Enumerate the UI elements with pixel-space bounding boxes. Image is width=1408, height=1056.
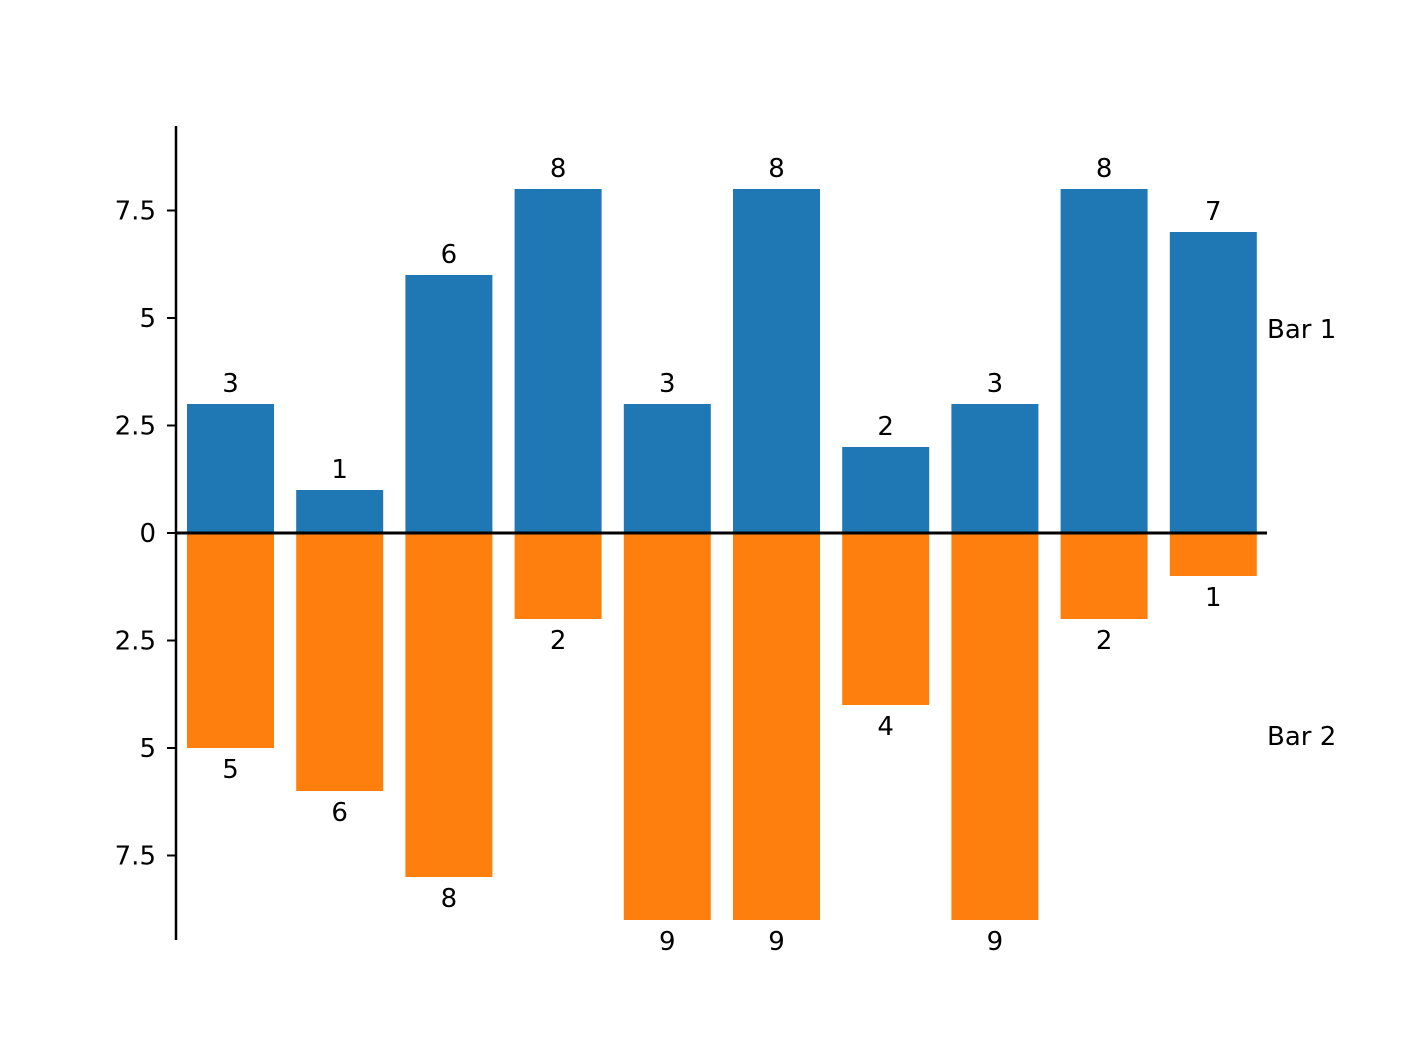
value-label-series2-6: 9: [768, 927, 785, 957]
series-label-1: Bar 1: [1267, 315, 1336, 345]
value-label-series1-9: 8: [1096, 154, 1113, 184]
bar-series1-7: [842, 447, 930, 533]
value-label-series2-1: 5: [222, 755, 239, 785]
value-label-series1-10: 7: [1205, 197, 1222, 227]
bar-series1-3: [405, 275, 493, 533]
bar-series2-8: [951, 533, 1039, 920]
value-label-series1-1: 3: [222, 369, 239, 399]
value-label-series2-10: 1: [1205, 583, 1222, 613]
value-label-series1-4: 8: [550, 154, 567, 184]
y-tick-label: 7.5: [115, 842, 156, 872]
value-label-series2-8: 9: [987, 927, 1004, 957]
bars-group: [187, 189, 1257, 920]
y-tick-label: 2.5: [115, 412, 156, 442]
y-tick-label: 0: [139, 519, 156, 549]
bar-series1-10: [1169, 232, 1257, 533]
bar-series2-9: [1060, 533, 1148, 619]
value-label-series1-8: 3: [987, 369, 1004, 399]
y-tick-label: 5: [139, 734, 156, 764]
y-tick-label: 2.5: [115, 627, 156, 657]
value-label-series1-7: 2: [877, 412, 894, 442]
bar-series2-3: [405, 533, 493, 877]
value-label-series2-9: 2: [1096, 626, 1113, 656]
bar-series2-1: [187, 533, 274, 748]
series-label-2: Bar 2: [1267, 722, 1336, 752]
value-label-series2-5: 9: [659, 927, 676, 957]
bar-series1-6: [733, 189, 820, 533]
series-labels-group: Bar 1 Bar 2: [1267, 315, 1336, 752]
value-label-series2-7: 4: [877, 712, 894, 742]
value-label-series2-2: 6: [331, 798, 348, 828]
bar-series1-8: [951, 404, 1039, 533]
bar-series1-4: [514, 189, 602, 533]
value-label-series2-3: 8: [441, 884, 458, 914]
bar-series1-1: [187, 404, 274, 533]
bar-series1-9: [1060, 189, 1148, 533]
bar-series2-2: [296, 533, 384, 791]
bar-series2-4: [514, 533, 602, 619]
y-tick-label: 7.5: [115, 197, 156, 227]
y-tick-label: 5: [139, 304, 156, 334]
bar-series2-5: [623, 533, 711, 920]
bar-series1-2: [296, 490, 384, 533]
axes-group: 7.5 5 2.5 0 2.5 5 7.5: [115, 126, 1267, 940]
value-label-series1-5: 3: [659, 369, 676, 399]
value-label-series1-3: 6: [441, 240, 458, 270]
value-labels-group: 3 1 6 8 3 8 2 3 8 7 5 6 8 2 9 9 4 9 2 1: [222, 154, 1221, 957]
bar-series2-7: [842, 533, 930, 705]
value-label-series2-4: 2: [550, 626, 567, 656]
value-label-series1-2: 1: [331, 455, 348, 485]
bar-series2-6: [733, 533, 820, 920]
value-label-series1-6: 8: [768, 154, 785, 184]
bar-series1-5: [623, 404, 711, 533]
bar-series2-10: [1169, 533, 1257, 576]
